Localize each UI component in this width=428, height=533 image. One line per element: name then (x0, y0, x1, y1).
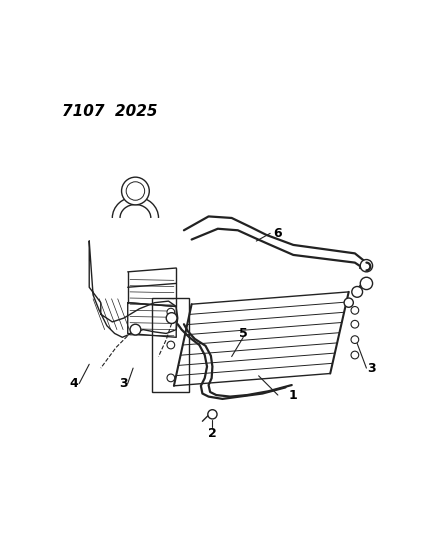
Text: 3: 3 (119, 377, 128, 390)
Text: 1: 1 (289, 389, 297, 401)
Text: 7107  2025: 7107 2025 (62, 104, 158, 119)
Circle shape (126, 182, 145, 200)
Circle shape (167, 374, 175, 382)
Text: 5: 5 (239, 327, 247, 340)
Circle shape (130, 324, 141, 335)
Circle shape (351, 306, 359, 314)
Circle shape (351, 351, 359, 359)
Circle shape (167, 341, 175, 349)
Text: 4: 4 (69, 377, 78, 390)
Circle shape (208, 410, 217, 419)
Circle shape (351, 336, 359, 343)
Circle shape (360, 277, 373, 289)
Text: 2: 2 (208, 427, 217, 440)
Circle shape (122, 177, 149, 205)
Circle shape (166, 313, 177, 324)
Circle shape (352, 287, 363, 297)
Circle shape (167, 308, 175, 316)
Circle shape (360, 260, 373, 272)
Text: 3: 3 (368, 361, 376, 375)
Text: 6: 6 (273, 227, 282, 240)
Circle shape (351, 320, 359, 328)
Circle shape (344, 298, 354, 308)
